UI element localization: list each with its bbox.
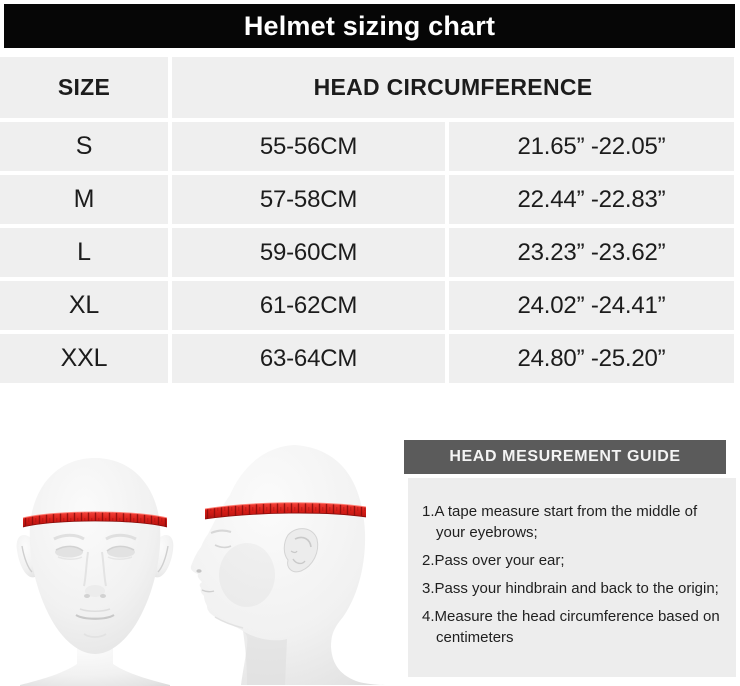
table-cell-inches: 24.02” -24.41”: [449, 281, 734, 330]
guide-step-1: 1.A tape measure start from the middle o…: [422, 503, 698, 541]
table-cell-size: XXL: [0, 334, 168, 383]
column-header-circumference: HEAD CIRCUMFERENCE: [172, 57, 734, 118]
table-cell-cm: 57-58CM: [172, 175, 445, 224]
guide-step-4: 4.Measure the head circumference based o…: [422, 608, 720, 646]
size-table: SIZE HEAD CIRCUMFERENCE S 55-56CM 21.65”…: [0, 57, 734, 383]
front-neck-shoulders: [20, 636, 170, 686]
guide-panel: 1.A tape measure start from the middle o…: [408, 478, 736, 677]
table-cell-size: S: [0, 122, 168, 171]
front-head-shape: [29, 458, 161, 654]
table-cell-inches: 22.44” -22.83”: [449, 175, 734, 224]
table-cell-size: M: [0, 175, 168, 224]
guide-step-3: 3.Pass your hindbrain and back to the or…: [422, 580, 719, 597]
title-bar: Helmet sizing chart: [4, 4, 735, 48]
table-cell-size: XL: [0, 281, 168, 330]
guide-header-bar: HEAD MESUREMENT GUIDE: [404, 440, 726, 474]
column-header-size: SIZE: [0, 57, 168, 118]
measuring-tape-side: [204, 502, 367, 520]
guide-step-2: 2.Pass over your ear;: [422, 552, 565, 569]
measuring-tape-front: [22, 511, 168, 528]
page-title: Helmet sizing chart: [243, 10, 496, 41]
front-head-illustration: [16, 458, 174, 686]
side-head-illustration: [190, 445, 385, 685]
table-cell-size: L: [0, 228, 168, 277]
table-cell-inches: 21.65” -22.05”: [449, 122, 734, 171]
table-cell-cm: 59-60CM: [172, 228, 445, 277]
table-cell-inches: 23.23” -23.62”: [449, 228, 734, 277]
table-cell-cm: 63-64CM: [172, 334, 445, 383]
guide-title: HEAD MESUREMENT GUIDE: [449, 448, 681, 465]
table-cell-cm: 61-62CM: [172, 281, 445, 330]
table-cell-inches: 24.80” -25.20”: [449, 334, 734, 383]
table-cell-cm: 55-56CM: [172, 122, 445, 171]
side-ear: [283, 528, 319, 573]
